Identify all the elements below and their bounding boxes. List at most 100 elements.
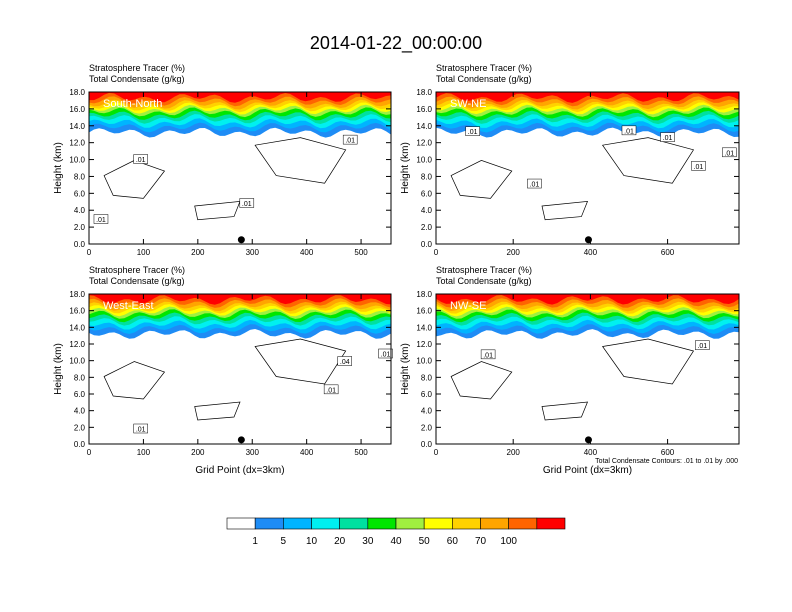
y-tick-label: 10.0 (69, 156, 85, 165)
y-tick-label: 12.0 (69, 139, 85, 148)
x-tick-label: 300 (246, 448, 260, 457)
condensate-contour (254, 338, 347, 385)
contour-label-box (337, 356, 352, 366)
condensate-contour (450, 160, 513, 199)
contour-label-box (239, 198, 255, 208)
plot-frame (435, 91, 740, 245)
x-tick-label: 400 (584, 248, 598, 257)
condensate-contour (103, 361, 166, 400)
y-tick-label: 18.0 (69, 88, 85, 97)
plot-frame (88, 91, 392, 245)
contour-label-box (695, 340, 710, 350)
colorbar-swatch (480, 517, 509, 530)
contour-label: .01 (530, 182, 540, 189)
contour-label: .01 (483, 352, 493, 359)
y-tick-label: 14.0 (416, 122, 432, 131)
panel-label: South-North (103, 98, 162, 110)
tracer-level-band (89, 294, 391, 305)
y-tick-label: 18.0 (416, 290, 432, 299)
shaded-field (436, 92, 739, 244)
colorbar-swatch (311, 517, 340, 530)
contour-label-box (378, 348, 393, 359)
x-tick-label: 400 (584, 448, 598, 457)
tracer-level-band (436, 294, 739, 305)
y-tick-label: 12.0 (416, 340, 432, 349)
x-tick-label: 200 (191, 448, 205, 457)
contour-label: .01 (136, 157, 146, 164)
contour-label-box (323, 384, 339, 395)
panel-label: NW-SE (450, 300, 486, 312)
contour-label: .01 (468, 129, 478, 136)
contour-label-box (480, 349, 496, 360)
colorbar-label: 20 (334, 536, 346, 547)
condensate-contour (194, 200, 241, 221)
tracer-subtitle: Stratosphere Tracer (%) (436, 63, 532, 73)
panel-sw-ne: Stratosphere Tracer (%)Total Condensate … (400, 63, 740, 257)
colorbar-label: 60 (447, 536, 459, 547)
contour-label: .01 (381, 352, 391, 359)
panel-label: West-East (103, 300, 154, 312)
y-tick-label: 2.0 (421, 423, 433, 432)
y-tick-label: 8.0 (74, 373, 86, 382)
contour-label: .04 (340, 359, 350, 366)
panel-south-north: Stratosphere Tracer (%)Total Condensate … (53, 63, 392, 257)
contour-label: .01 (697, 343, 707, 350)
plot-frame (88, 293, 392, 445)
colorbar-swatch (536, 517, 566, 530)
x-tick-label: 200 (507, 248, 521, 257)
condensate-subtitle: Total Condensate (g/kg) (436, 276, 532, 286)
colorbar-label: 10 (306, 536, 318, 547)
figure-title: 2014-01-22_00:00:00 (310, 33, 482, 54)
contour-label: .01 (242, 201, 252, 208)
tracer-subtitle: Stratosphere Tracer (%) (89, 265, 185, 275)
shaded-field (89, 92, 391, 244)
y-axis-label: Height (km) (400, 343, 411, 395)
y-tick-label: 0.0 (421, 240, 433, 249)
x-tick-label: 200 (191, 248, 205, 257)
y-tick-label: 6.0 (421, 390, 433, 399)
shaded-field (89, 294, 391, 444)
contour-label-box (93, 214, 109, 224)
contour-label-box (527, 178, 542, 189)
condensate-subtitle: Total Condensate (g/kg) (436, 74, 532, 84)
y-tick-label: 4.0 (421, 206, 433, 215)
x-tick-label: 100 (137, 248, 151, 257)
contour-label: .01 (96, 217, 106, 224)
x-tick-label: 100 (137, 448, 151, 457)
y-tick-label: 12.0 (416, 139, 432, 148)
y-tick-label: 14.0 (69, 323, 85, 332)
condensate-subtitle: Total Condensate (g/kg) (89, 74, 185, 84)
y-tick-label: 16.0 (69, 307, 85, 316)
y-tick-label: 8.0 (74, 172, 86, 181)
contour-label: .01 (345, 138, 355, 145)
y-tick-label: 2.0 (74, 223, 86, 232)
colorbar-swatch (226, 517, 256, 530)
y-tick-label: 14.0 (69, 122, 85, 131)
x-tick-label: 400 (300, 448, 314, 457)
x-axis-label: Grid Point (dx=3km) (543, 465, 632, 476)
x-tick-label: 500 (354, 248, 368, 257)
colorbar-label: 40 (390, 536, 402, 547)
contour-label-box (133, 154, 148, 164)
colorbar-label: 100 (500, 536, 517, 547)
contour-label-box (621, 125, 637, 136)
x-tick-label: 200 (507, 448, 521, 457)
panel-nw-se: Stratosphere Tracer (%)Total Condensate … (400, 265, 740, 476)
condensate-contour (541, 200, 589, 221)
location-marker (584, 236, 592, 244)
panels: Stratosphere Tracer (%)Total Condensate … (53, 63, 740, 476)
y-axis-label: Height (km) (53, 142, 64, 194)
colorbar-swatch (367, 517, 397, 530)
colorbar-swatch (395, 517, 425, 530)
x-tick-label: 400 (300, 248, 314, 257)
y-tick-label: 6.0 (421, 189, 433, 198)
y-axis-label: Height (km) (53, 343, 64, 395)
y-tick-label: 0.0 (74, 440, 86, 449)
colorbar-swatch (452, 517, 481, 530)
contour-label-box (722, 147, 737, 158)
colorbar-swatch (254, 517, 284, 530)
tracer-level-band (436, 92, 739, 103)
y-tick-label: 6.0 (74, 189, 86, 198)
contour-label: .01 (136, 427, 146, 434)
panel-west-east: Stratosphere Tracer (%)Total Condensate … (53, 265, 393, 476)
